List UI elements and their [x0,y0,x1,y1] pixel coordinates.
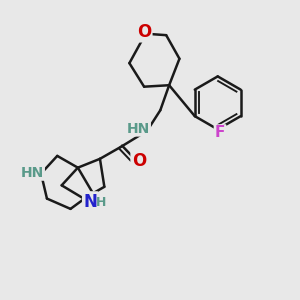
Text: N: N [83,193,97,211]
Text: O: O [132,152,146,170]
Text: HN: HN [21,166,44,180]
Text: O: O [137,23,151,41]
Text: F: F [215,125,225,140]
Text: HN: HN [127,122,150,136]
Text: H: H [96,196,106,209]
